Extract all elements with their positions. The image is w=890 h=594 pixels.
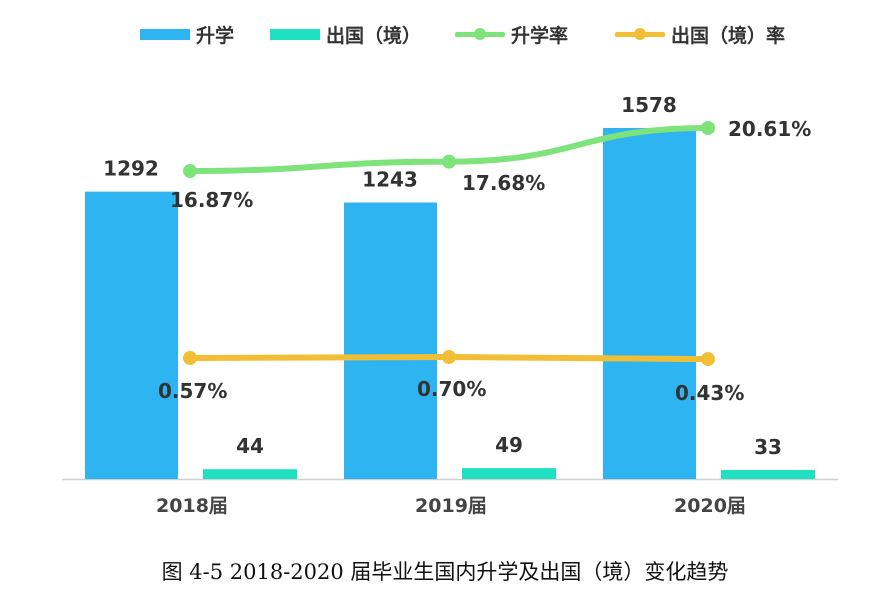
- x-tick-label: 2020届: [674, 495, 746, 517]
- bar-出国境: [721, 470, 815, 479]
- legend-item-出国境率: 出国（境）率: [615, 20, 785, 48]
- legend-label: 升学: [196, 24, 235, 47]
- point-升学率: [701, 121, 715, 135]
- legend-swatch-出国境率: [615, 20, 665, 48]
- bar-出国境: [203, 469, 297, 479]
- point-出国境率: [701, 352, 715, 367]
- legend-item-升学率: 升学率: [455, 20, 568, 48]
- legend-label: 升学率: [511, 24, 569, 47]
- point-label-升学率: 20.61%: [728, 117, 811, 141]
- point-升学率: [183, 164, 197, 178]
- bar-label-出国境: 44: [236, 434, 264, 458]
- legend-item-出国境: 出国（境）: [270, 20, 421, 48]
- point-出国境率: [442, 350, 456, 364]
- x-tick-label: 2019届: [415, 495, 487, 517]
- legend-swatch-升学率: [455, 20, 505, 48]
- point-label-出国境率: 0.70%: [417, 377, 486, 401]
- legend-swatch-出国境: [270, 28, 320, 40]
- figure-caption: 图 4-5 2018-2020 届毕业生国内升学及出国（境）变化趋势: [161, 560, 729, 584]
- bar-升学: [85, 191, 178, 479]
- point-label-出国境率: 0.57%: [158, 379, 227, 403]
- point-升学率: [442, 154, 456, 169]
- legend-item-升学: 升学: [140, 20, 234, 48]
- legend-swatch-升学: [140, 28, 190, 40]
- x-tick-label: 2018届: [156, 495, 228, 517]
- bar-出国境: [462, 468, 556, 479]
- point-label-出国境率: 0.43%: [675, 381, 744, 405]
- point-label-升学率: 16.87%: [170, 188, 253, 212]
- bar-升学: [603, 128, 696, 479]
- point-label-升学率: 17.68%: [462, 171, 545, 195]
- legend-label: 出国（境）: [326, 24, 422, 47]
- chart-area: 1292 44 2018届 1243 49 2019届 1578 33 2020届 16.87% 1…: [62, 93, 838, 517]
- legend-label: 出国（境）率: [671, 24, 786, 47]
- legend: 升学 出国（境） 升学率 出国（境）率: [0, 20, 890, 48]
- point-出国境率: [183, 351, 197, 365]
- bar-label-出国境: 49: [495, 433, 523, 457]
- bar-label-升学: 1243: [362, 168, 418, 192]
- bar-升学: [344, 202, 437, 480]
- bar-label-出国境: 33: [754, 435, 782, 459]
- bar-label-升学: 1292: [103, 157, 159, 181]
- bar-label-升学: 1578: [621, 93, 677, 117]
